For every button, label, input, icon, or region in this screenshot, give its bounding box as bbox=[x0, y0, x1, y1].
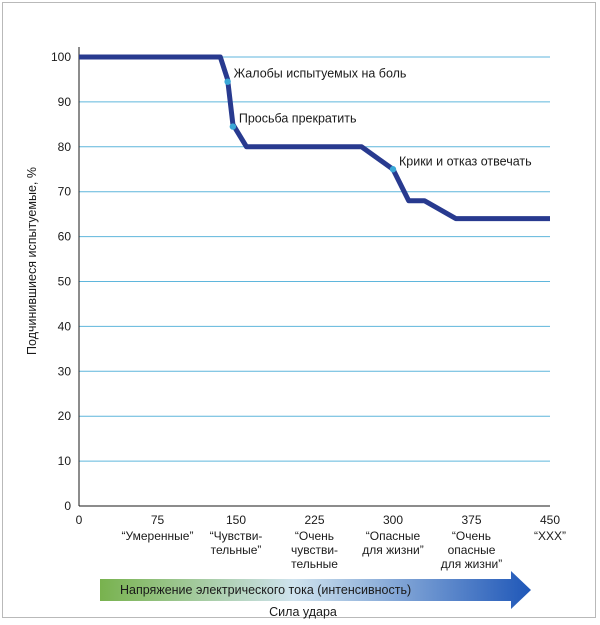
y-tick-label: 0 bbox=[64, 499, 71, 513]
annotation-label: Жалобы испытуемых на боль bbox=[234, 67, 407, 81]
chart-frame: 0 10 20 30 40 50 60 70 80 90 100 0 75 150 225 300 375 45… bbox=[2, 2, 596, 619]
intensity-arrow-label: Напряжение электрического тока (интенсив… bbox=[120, 583, 411, 597]
annotations: Жалобы испытуемых на боль Просьба прекрат… bbox=[224, 67, 532, 173]
annotation-marker bbox=[229, 123, 237, 130]
category-label: “Умеренные” bbox=[122, 529, 194, 543]
x-tick-label: 225 bbox=[304, 513, 324, 527]
y-tick-label: 100 bbox=[51, 50, 71, 64]
series-line bbox=[79, 54, 550, 222]
y-tick-label: 90 bbox=[58, 95, 72, 109]
annotation-marker bbox=[224, 78, 231, 85]
series bbox=[79, 54, 550, 222]
y-tick-label: 40 bbox=[58, 319, 72, 333]
category-label: “Очень опасные для жизни” bbox=[441, 529, 502, 571]
intensity-arrow-shape bbox=[100, 571, 531, 609]
y-tick-label: 30 bbox=[58, 364, 72, 378]
x-tick-label: 300 bbox=[383, 513, 403, 527]
x-axis-label: Сила удара bbox=[269, 605, 337, 619]
x-tick-label: 0 bbox=[76, 513, 83, 527]
grid-lines bbox=[79, 56, 550, 462]
y-tick-labels: 0 10 20 30 40 50 60 70 80 90 100 bbox=[51, 50, 71, 513]
category-label: “Очень чувстви-тельные bbox=[291, 529, 338, 571]
intensity-arrow: Напряжение электрического тока (интенсив… bbox=[100, 571, 531, 609]
axes bbox=[78, 47, 550, 507]
y-axis-label: Подчинившиеся испытуемые, % bbox=[25, 167, 39, 355]
x-tick-label: 450 bbox=[540, 513, 560, 527]
annotation-label: Просьба прекратить bbox=[239, 112, 357, 126]
category-label: “Чувстви-тельные” bbox=[210, 529, 263, 557]
y-tick-label: 70 bbox=[58, 185, 72, 199]
line-chart: 0 10 20 30 40 50 60 70 80 90 100 0 75 150 225 300 375 45… bbox=[25, 47, 566, 619]
category-label: “Опасные для жизни” bbox=[362, 529, 423, 557]
y-tick-label: 20 bbox=[58, 409, 72, 423]
x-tick-labels: 0 75 150 225 300 375 450 bbox=[76, 513, 561, 527]
category-label: “XXX” bbox=[534, 529, 566, 543]
y-tick-label: 80 bbox=[58, 140, 72, 154]
y-tick-label: 60 bbox=[58, 230, 72, 244]
x-tick-label: 375 bbox=[461, 513, 481, 527]
category-labels: “Умеренные” “Чувстви-тельные” “Очень чувств… bbox=[122, 529, 566, 571]
y-tick-label: 50 bbox=[58, 275, 72, 289]
annotation-label: Крики и отказ отвечать bbox=[399, 154, 532, 168]
annotation-marker bbox=[389, 166, 397, 173]
x-tick-label: 75 bbox=[151, 513, 165, 527]
x-tick-label: 150 bbox=[226, 513, 246, 527]
y-tick-label: 10 bbox=[58, 454, 72, 468]
